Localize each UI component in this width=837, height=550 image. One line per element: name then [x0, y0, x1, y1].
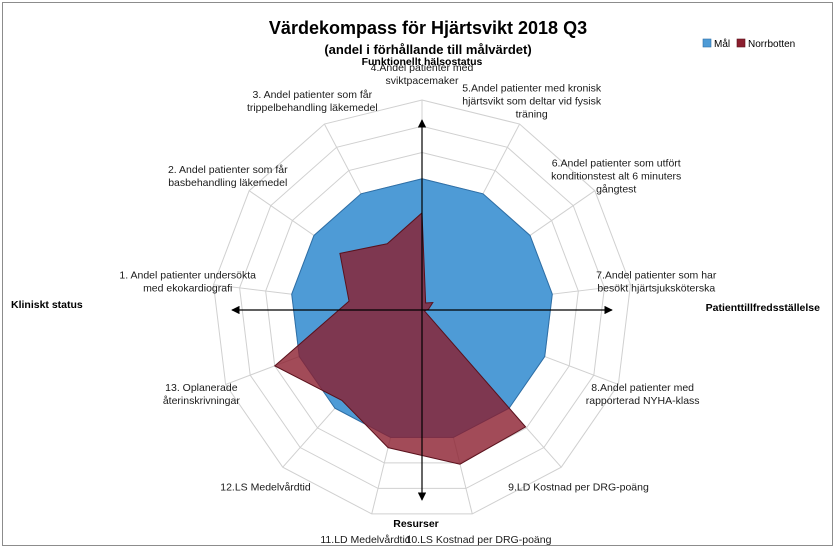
legend-label-norrbotten: Norrbotten: [748, 39, 795, 50]
category-label-line: 13. Oplanerade: [165, 382, 238, 394]
category-label: 11.LD Medelvårdtid: [320, 534, 410, 546]
category-label: 12.LS Medelvårdtid: [220, 481, 311, 493]
grid-ring: [213, 99, 631, 515]
category-label-line: 1. Andel patienter undersökta: [119, 270, 256, 282]
chart-title: Värdekompass för Hjärtsvikt 2018 Q3: [269, 18, 587, 38]
category-label-line: gångtest: [596, 184, 636, 196]
legend-label-mal: Mål: [714, 38, 730, 50]
category-label: 10.LS Kostnad per DRG-poäng: [406, 534, 552, 546]
legend-swatch-mal: [702, 38, 712, 48]
category-label: 4.Andel patienter med sviktpacemaker: [371, 62, 474, 87]
category-label: 8.Andel patienter med rapporterad NYHA-kl…: [586, 382, 700, 407]
category-label: 3. Andel patienter som får trippelbehandl…: [247, 89, 378, 114]
category-label: 9.LD Kostnad per DRG-poäng: [508, 481, 649, 493]
category-labels: 4.Andel patienter med sviktpacemaker5.And…: [119, 62, 716, 546]
category-label-line: 5.Andel patienter med kronisk: [462, 83, 602, 95]
category-label-line: basbehandling läkemedel: [168, 177, 287, 189]
category-label-line: 4.Andel patienter med: [371, 62, 474, 74]
quadrant-axes: [231, 119, 613, 501]
category-label-line: 6.Andel patienter som utfört: [552, 158, 681, 170]
axis-title-right: Patienttillfredsställelse: [706, 302, 821, 314]
category-label-line: 7.Andel patienter som har: [596, 270, 717, 282]
category-label-line: hjärtsvikt som deltar vid fysisk: [462, 96, 602, 108]
axis-title-bottom: Resurser: [393, 518, 439, 530]
category-label: 1. Andel patienter undersökta med ekokard…: [119, 270, 256, 295]
category-label-line: 11.LD Medelvårdtid: [320, 534, 410, 546]
category-label: 2. Andel patienter som får basbehandling …: [168, 164, 288, 189]
category-label-line: träning: [516, 109, 548, 121]
category-label-line: återinskrivningar: [163, 395, 241, 407]
category-label-line: 10.LS Kostnad per DRG-poäng: [406, 534, 552, 546]
category-label: 5.Andel patienter med kronisk hjärtsvikt …: [462, 83, 602, 121]
category-label: 7.Andel patienter som har besökt hjärtsju…: [596, 270, 717, 295]
category-label: 13. Oplanerade återinskrivningar: [163, 382, 241, 407]
category-label-line: sviktpacemaker: [386, 75, 459, 87]
category-label-line: 8.Andel patienter med: [591, 382, 694, 394]
category-label-line: 9.LD Kostnad per DRG-poäng: [508, 481, 649, 493]
legend-swatch-norrbotten: [736, 38, 746, 48]
chart-subtitle: (andel i förhållande till målvärdet): [324, 42, 531, 57]
category-label-line: 3. Andel patienter som får: [252, 89, 372, 101]
category-label-line: trippelbehandling läkemedel: [247, 102, 378, 114]
category-label-line: 2. Andel patienter som får: [168, 164, 288, 176]
axis-title-top: Funktionellt hälsostatus: [362, 56, 483, 68]
axis-title-left: Kliniskt status: [11, 299, 83, 311]
category-label-line: konditionstest alt 6 minuters: [551, 171, 681, 183]
category-label: 6.Andel patienter som utfört konditionste…: [551, 158, 681, 196]
category-label-line: rapporterad NYHA-klass: [586, 395, 700, 407]
legend: Mål Norrbotten: [702, 38, 795, 50]
category-label-line: 12.LS Medelvårdtid: [220, 481, 311, 493]
radar-series: [273, 178, 553, 465]
category-label-line: besökt hjärtsjuksköterska: [597, 283, 715, 295]
category-label-line: med ekokardiografi: [143, 283, 232, 295]
